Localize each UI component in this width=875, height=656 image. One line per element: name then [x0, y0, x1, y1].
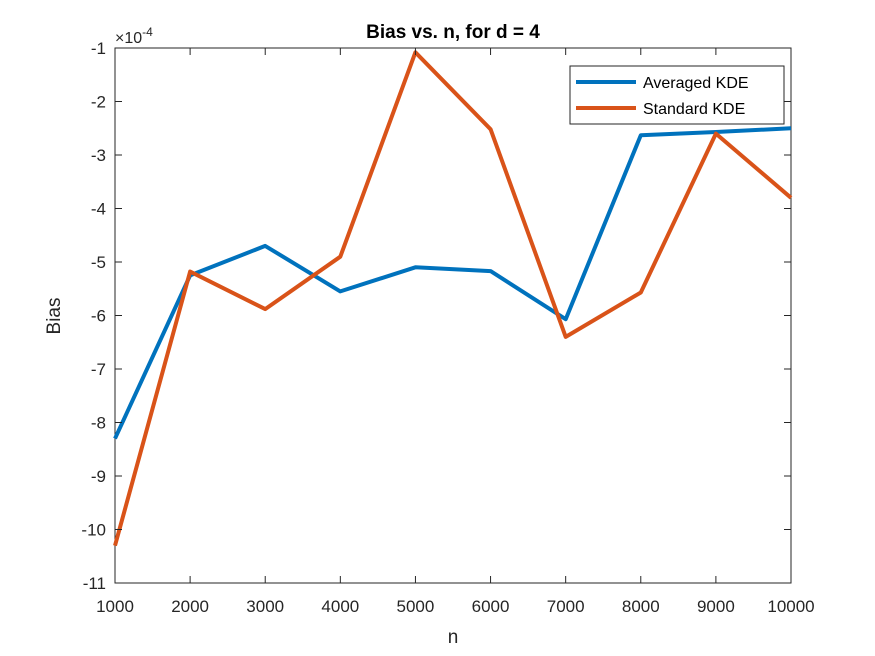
y-tick-label: -8 — [91, 414, 106, 433]
x-tick-label: 2000 — [171, 597, 209, 616]
legend-label: Averaged KDE — [643, 75, 749, 92]
x-axis-label: n — [448, 627, 459, 648]
y-exponent-base: ×10 — [115, 30, 142, 47]
x-tick-label: 10000 — [767, 597, 814, 616]
x-tick-label: 5000 — [397, 597, 435, 616]
legend-box — [569, 65, 785, 125]
chart-title: Bias vs. n, for d = 4 — [366, 22, 540, 43]
series-line-2 — [113, 50, 793, 547]
y-tick-label: -2 — [91, 93, 106, 112]
y-axis-label: Bias — [44, 298, 65, 335]
series-lines — [113, 50, 793, 547]
y-tick-label: -1 — [91, 39, 106, 58]
y-tick-label: -6 — [91, 307, 106, 326]
plot-area — [114, 47, 792, 584]
y-exponent-label: ×10-4 — [115, 25, 153, 47]
y-tick-label: -5 — [91, 253, 106, 272]
x-tick-label: 3000 — [246, 597, 284, 616]
x-tick-label: 4000 — [321, 597, 359, 616]
y-tick-label: -11 — [83, 574, 106, 593]
x-tick-label: 9000 — [697, 597, 735, 616]
x-tick-label: 7000 — [547, 597, 585, 616]
legend: Averaged KDE Standard KDE — [569, 65, 785, 125]
y-tick-label: -9 — [91, 467, 106, 486]
x-axis: 1000 2000 3000 4000 5000 6000 7000 8000 9000 1000… — [96, 48, 815, 616]
legend-label: Standard KDE — [643, 101, 745, 118]
y-tick-label: -4 — [91, 200, 106, 219]
x-tick-label: 6000 — [472, 597, 510, 616]
y-exponent-power: -4 — [142, 25, 153, 39]
plot-frame — [114, 47, 792, 584]
y-axis: -1 -2 -3 -4 -5 -6 -7 -8 -9 -10 -11 — [81, 39, 791, 593]
y-tick-label: -3 — [91, 146, 106, 165]
y-tick-label: -10 — [81, 521, 106, 540]
series-line-1 — [113, 126, 792, 440]
x-tick-label: 8000 — [622, 597, 660, 616]
x-tick-label: 1000 — [96, 597, 134, 616]
y-tick-label: -7 — [91, 360, 106, 379]
